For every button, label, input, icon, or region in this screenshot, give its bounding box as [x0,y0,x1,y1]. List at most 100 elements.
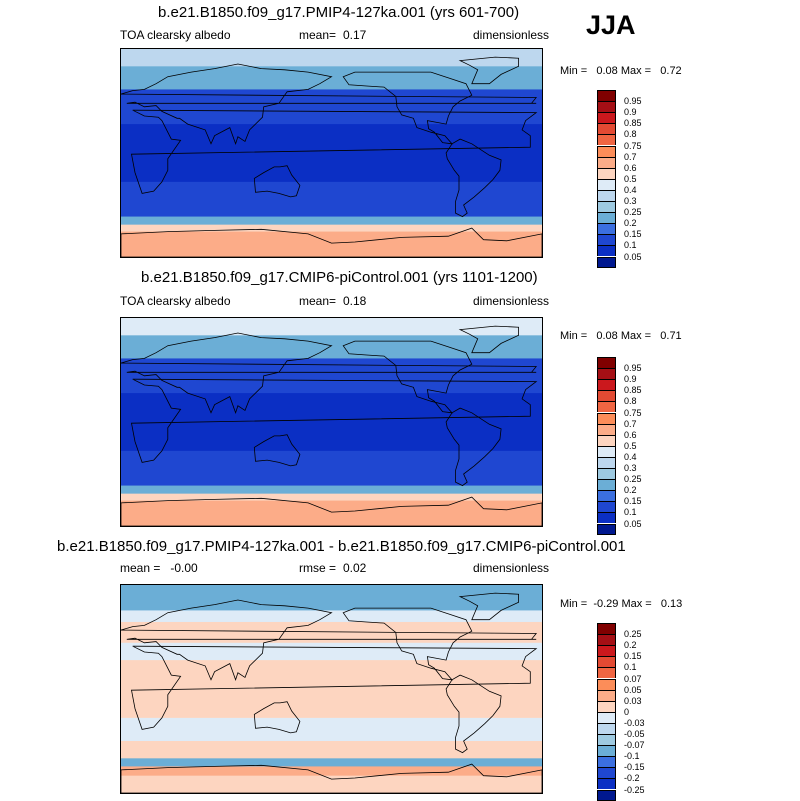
colorbar-swatch [597,767,616,779]
panel-3-units: dimensionless [473,561,550,575]
field-band-6 [121,224,542,233]
panel-2-map [120,317,543,527]
panel-3-map [120,584,543,794]
colorbar-swatch [597,656,616,668]
colorbar-swatch [597,234,616,246]
panel-1-mean-value: 0.17 [343,28,367,42]
colorbar-tick-label: -0.03 [624,717,645,728]
colorbar-swatch [597,490,616,502]
colorbar-tick-label: 0.07 [624,673,642,684]
colorbar-tick-label: 0.5 [624,440,637,451]
colorbar-tick-label: 0.8 [624,129,637,140]
panel-2-units: dimensionless [473,294,550,308]
season-label: JJA [586,10,636,40]
colorbar-tick-label: 0.25 [624,474,642,485]
colorbar-tick-label: 0.95 [624,363,642,374]
colorbar-tick-label: 0.75 [624,140,642,151]
colorbar-swatch [597,357,616,369]
colorbar-tick-label: 0.2 [624,485,637,496]
panel-2-minmax: Min = 0.08 Max = 0.71 [560,330,682,342]
colorbar-swatch [597,745,616,757]
colorbar-tick-label: 0.03 [624,695,642,706]
coastline-africa [131,109,538,194]
colorbar-swatch [597,401,616,413]
coastline-australia [253,434,301,467]
colorbar-swatch [597,379,616,391]
coastline-samerica [445,674,502,754]
colorbar-tick-label: 0.5 [624,173,637,184]
colorbar-swatch [597,434,616,446]
panel-3-mean-text: mean = -0.00 [120,561,198,575]
colorbar-tick-label: 0.2 [624,640,637,651]
colorbar-tick-label: 0.4 [624,451,637,462]
colorbar-swatch [597,512,616,524]
colorbar-swatch [597,445,616,457]
colorbar-swatch [597,711,616,723]
colorbar-tick-label: -0.07 [624,740,645,751]
coastline-greenland [458,56,520,85]
field-band-7 [121,758,542,767]
coastline-australia [253,701,301,734]
colorbar-swatch [597,167,616,179]
field-band-9 [121,775,542,793]
colorbar-tick-label: 0.85 [624,118,642,129]
field-band-0 [121,585,542,611]
colorbar-swatch [597,178,616,190]
panel-3-minmax: Min = -0.29 Max = 0.13 [560,598,683,610]
field-band-2 [121,621,542,644]
colorbar-swatch [597,101,616,113]
field-band-1 [121,335,542,359]
panel-1-mean-label: mean= [299,28,337,42]
colorbar-swatch [597,645,616,657]
colorbar-tick-label: 0.1 [624,662,637,673]
colorbar-swatch [597,623,616,635]
colorbar-swatch [597,523,616,535]
colorbar-tick-label: 0.15 [624,496,642,507]
coastline-namerica [342,71,473,145]
panel-1-minmax: Min = 0.08 Max = 0.72 [560,65,682,77]
colorbar-tick-label: 0.8 [624,396,637,407]
colorbar-tick-label: 0.75 [624,407,642,418]
field-band-5 [121,216,542,226]
colorbar-swatch [597,90,616,102]
colorbar-swatch [597,145,616,157]
colorbar-tick-label: 0.1 [624,240,637,251]
colorbar-swatch [597,189,616,201]
field-band-8 [121,766,542,777]
colorbar-swatch [597,256,616,268]
field-band-3 [121,642,542,661]
colorbar-swatch [597,789,616,801]
field-band-4 [121,450,542,487]
coastline-australia [253,165,301,198]
coastline-greenland [458,325,520,354]
panel-2-mean-value: 0.18 [343,294,367,308]
colorbar-swatch [597,123,616,135]
colorbar-swatch [597,134,616,146]
field-band-7 [121,231,542,257]
panel-2-title: b.e21.B1850.f09_g17.CMIP6-piControl.001 … [141,269,538,286]
colorbar-swatch [597,112,616,124]
colorbar-swatch [597,667,616,679]
colorbar-tick-label: 0.05 [624,684,642,695]
panel-1-map [120,48,543,258]
colorbar-swatch [597,212,616,224]
coastline-antarctica [121,496,542,526]
colorbar-swatch [597,700,616,712]
colorbar-tick-label: 0.7 [624,151,637,162]
colorbar-tick-label: 0.15 [624,229,642,240]
colorbar-swatch [597,201,616,213]
colorbar-swatch [597,412,616,424]
coastline-eurasia [121,63,538,146]
coastline-antarctica [121,763,542,793]
field-band-6 [121,741,542,759]
colorbar-tick-label: 0.7 [624,418,637,429]
coastline-africa [131,645,538,730]
coastline-eurasia [121,332,538,415]
panel-1-units: dimensionless [473,28,550,42]
colorbar-swatch [597,223,616,235]
field-band-7 [121,500,542,526]
colorbar-tick-label: 0.25 [624,207,642,218]
colorbar-tick-label: 0.6 [624,429,637,440]
colorbar-tick-label: -0.1 [624,751,640,762]
colorbar-swatch [597,156,616,168]
